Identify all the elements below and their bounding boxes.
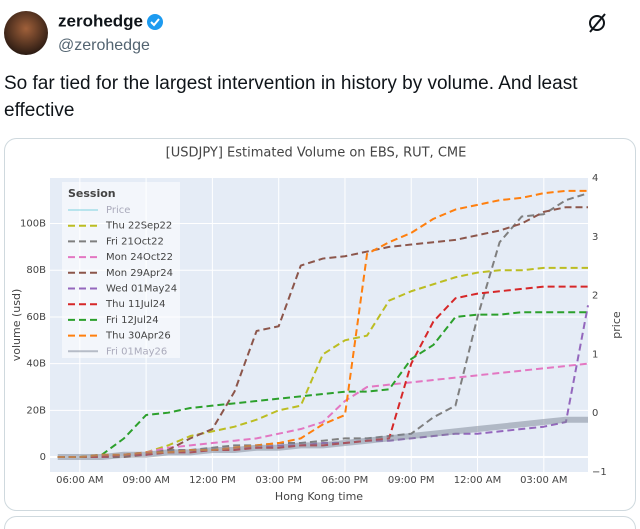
x-tick-label: 12:00 AM [454,475,501,486]
y2-tick-label: 0 [592,408,598,419]
y-tick-label: 60B [26,312,46,323]
y2-tick-label: 3 [592,232,598,243]
legend-label: Wed 01May24 [106,284,177,295]
next-card [4,516,636,529]
chart-title: [USDJPY] Estimated Volume on EBS, RUT, C… [166,146,467,161]
y-tick-label: 100B [20,219,46,230]
legend-label: Price [106,205,130,216]
legend-title: Session [68,187,116,200]
x-tick-label: 03:00 AM [520,475,567,486]
y-axis-title: volume (usd) [10,289,23,362]
legend: Session Price Thu 22Sep22 Fri 21Oct22 Mon 24… [62,182,180,358]
x-tick-label: 09:00 AM [122,475,169,486]
legend-box [62,182,180,358]
x-tick-label: 06:00 AM [56,475,103,486]
series-line [57,416,588,461]
legend-label: Mon 29Apr24 [106,268,173,279]
y2-tick-label: 2 [592,291,598,302]
x-axis-title: Hong Kong time [275,490,363,503]
y-tick-label: 40B [26,359,46,370]
y2-tick-label: 4 [592,173,598,184]
author-name[interactable]: zerohedge [58,11,143,30]
legend-label: Fri 21Oct22 [106,236,164,247]
y2-tick-label: −1 [592,467,607,478]
series-line [57,311,588,459]
y2-tick-label: 1 [592,349,598,360]
x-tick-label: 09:00 PM [388,475,435,486]
y-tick-label: 80B [26,265,46,276]
x-tick-label: 03:00 PM [255,475,302,486]
legend-label: Thu 30Apr26 [105,331,171,342]
legend-label: Fri 12Jul24 [106,315,159,326]
y2-axis-title: price [610,311,623,339]
author-handle[interactable]: @zerohedge [58,37,150,54]
x-tick-label: 12:00 PM [189,475,236,486]
legend-label: Mon 24Oct22 [106,252,173,263]
x-tick-label: 06:00 PM [322,475,369,486]
y-tick-label: 20B [26,405,46,416]
grok-icon[interactable] [589,13,606,33]
legend-label: Fri 01May26 [106,346,167,357]
verified-badge [147,14,163,30]
y-tick-label: 0 [40,452,46,463]
legend-label: Thu 22Sep22 [105,221,172,232]
tweet-text: So far tied for the largest intervention… [4,73,578,121]
legend-label: Thu 11Jul24 [105,299,165,310]
avatar[interactable] [4,11,48,55]
